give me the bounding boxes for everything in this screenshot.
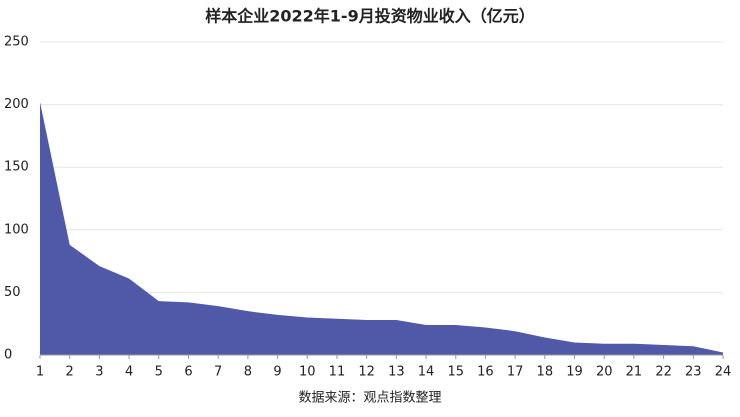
y-tick-label: 50 — [4, 285, 21, 300]
y-tick-label: 100 — [4, 222, 29, 237]
x-tick-label: 2 — [66, 365, 74, 380]
x-tick-label: 20 — [596, 365, 613, 380]
x-tick-label: 13 — [388, 365, 405, 380]
x-tick-label: 10 — [299, 365, 316, 380]
x-tick-label: 22 — [655, 365, 672, 380]
x-tick-label: 14 — [418, 365, 435, 380]
x-tick-label: 15 — [447, 365, 464, 380]
x-tick-label: 11 — [329, 365, 346, 380]
area — [40, 102, 723, 355]
x-tick-label: 5 — [155, 365, 163, 380]
x-tick-label: 19 — [566, 365, 583, 380]
x-tick-label: 16 — [477, 365, 494, 380]
x-tick-label: 6 — [184, 365, 192, 380]
x-tick-label: 7 — [214, 365, 222, 380]
y-tick-label: 0 — [4, 348, 12, 363]
x-tick-label: 12 — [358, 365, 375, 380]
x-tick-label: 8 — [244, 365, 252, 380]
x-tick-label: 24 — [715, 365, 732, 380]
chart-title: 样本企业2022年1-9月投资物业收入（亿元） — [205, 7, 534, 26]
x-tick-label: 23 — [685, 365, 702, 380]
y-tick-label: 250 — [4, 35, 29, 50]
source-note: 数据来源：观点指数整理 — [298, 391, 441, 406]
x-tick-label: 3 — [95, 365, 103, 380]
y-tick-label: 200 — [4, 97, 29, 112]
y-tick-label: 150 — [4, 160, 29, 175]
x-tick-label: 21 — [626, 365, 643, 380]
x-tick-label: 9 — [273, 365, 281, 380]
x-tick-label: 4 — [125, 365, 133, 380]
x-tick-label: 17 — [507, 365, 524, 380]
x-tick-label: 18 — [537, 365, 554, 380]
x-tick-label: 1 — [36, 365, 44, 380]
